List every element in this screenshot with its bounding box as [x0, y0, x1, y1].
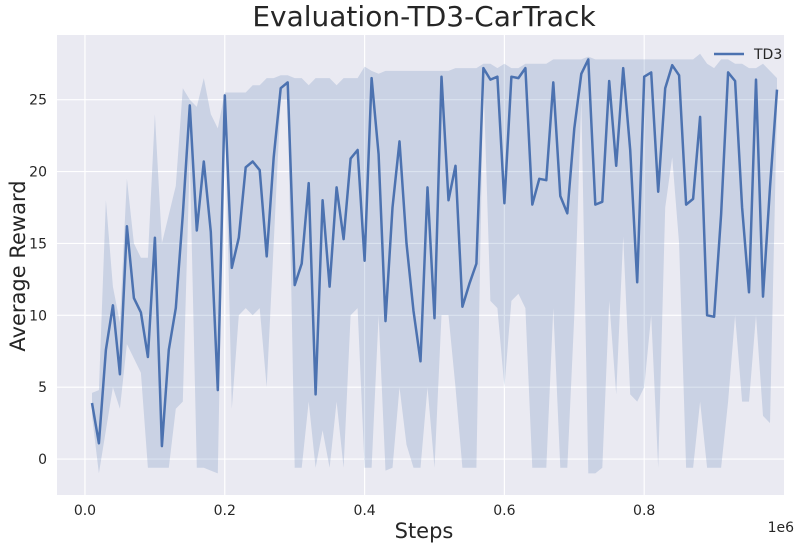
y-tick-label: 20 — [29, 165, 47, 181]
legend-label-td3: TD3 — [753, 47, 782, 63]
y-tick-label: 0 — [38, 452, 47, 468]
y-tick-label: 5 — [38, 380, 47, 396]
x-axis-offset-label: 1e6 — [768, 520, 795, 536]
legend: TD3 — [714, 47, 782, 63]
y-tick-label: 10 — [29, 308, 47, 324]
y-axis-title: Average Reward — [6, 180, 30, 351]
x-tick-label: 0.4 — [353, 503, 375, 519]
series-line-layer — [90, 58, 779, 448]
x-tick-label: 0.8 — [633, 503, 655, 519]
chart-title: Evaluation-TD3-CarTrack — [252, 0, 596, 33]
x-tick-label: 0.0 — [74, 503, 96, 519]
y-tick-label: 15 — [29, 236, 47, 252]
x-tick-labels: 0.0 0.2 0.4 0.6 0.8 — [74, 503, 655, 519]
x-tick-label: 0.6 — [493, 503, 515, 519]
series-line-td3 — [90, 58, 779, 448]
x-axis-title: Steps — [395, 519, 454, 543]
y-tick-labels: 0 5 10 15 20 25 — [29, 93, 47, 468]
y-tick-label: 25 — [29, 93, 47, 109]
x-tick-label: 0.2 — [214, 503, 236, 519]
